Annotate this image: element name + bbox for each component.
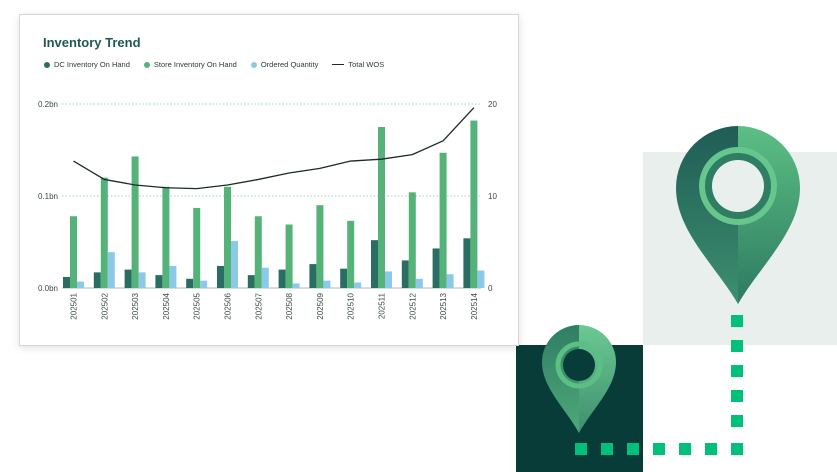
bar bbox=[354, 282, 362, 288]
legend-label: DC Inventory On Hand bbox=[54, 60, 130, 69]
route-dot bbox=[731, 365, 743, 377]
bar bbox=[415, 278, 423, 288]
bar bbox=[162, 186, 170, 288]
bar bbox=[261, 267, 269, 288]
legend-swatch bbox=[143, 61, 150, 68]
legend-item-store-inventory: Store Inventory On Hand bbox=[143, 60, 237, 69]
legend-label: Total WOS bbox=[348, 60, 385, 69]
bar bbox=[316, 205, 324, 288]
legend-item-dc-inventory: DC Inventory On Hand bbox=[44, 60, 130, 69]
route-dot bbox=[731, 415, 743, 427]
x-tick-label: 202504 bbox=[162, 292, 171, 319]
route-dot bbox=[731, 340, 743, 352]
x-tick-label: 202511 bbox=[378, 292, 387, 319]
route-dot bbox=[731, 443, 743, 455]
bar bbox=[385, 271, 392, 288]
bar bbox=[124, 269, 132, 288]
x-tick-label: 202513 bbox=[439, 292, 448, 319]
bar bbox=[247, 275, 255, 288]
x-tick-label: 202508 bbox=[285, 292, 294, 319]
bar bbox=[477, 270, 485, 288]
x-tick-label: 202510 bbox=[347, 292, 356, 319]
total-wos-line bbox=[73, 107, 475, 190]
bar bbox=[439, 152, 447, 288]
y-right-tick-label: 20 bbox=[488, 100, 497, 109]
legend-label: Store Inventory On Hand bbox=[153, 60, 237, 69]
bar bbox=[401, 260, 409, 288]
x-tick-label: 202505 bbox=[193, 292, 202, 319]
x-tick-label: 202502 bbox=[100, 292, 109, 319]
y-left-tick-label: 0.0bn bbox=[38, 284, 58, 293]
bar bbox=[408, 192, 416, 288]
chart-legend: DC Inventory On Hand Store Inventory On … bbox=[44, 60, 384, 69]
bar bbox=[446, 274, 454, 288]
x-tick-label: 202501 bbox=[70, 292, 79, 319]
chart-title: Inventory Trend bbox=[43, 35, 141, 50]
route-dot bbox=[731, 390, 743, 402]
x-tick-label: 202514 bbox=[470, 292, 479, 319]
map-pin-small-icon bbox=[542, 325, 616, 433]
legend-swatch bbox=[44, 61, 50, 68]
bar bbox=[138, 272, 146, 288]
bar bbox=[169, 265, 177, 288]
route-dot bbox=[601, 443, 613, 455]
y-left-tick-label: 0.2bn bbox=[38, 100, 58, 109]
route-dot bbox=[705, 443, 717, 455]
x-tick-label: 202509 bbox=[316, 292, 325, 319]
legend-label: Ordered Quantity bbox=[260, 60, 319, 69]
bar bbox=[217, 265, 224, 288]
legend-item-ordered-quantity: Ordered Quantity bbox=[250, 60, 319, 69]
bar bbox=[231, 241, 238, 288]
legend-item-total-wos: Total WOS bbox=[332, 60, 384, 69]
legend-swatch bbox=[250, 61, 257, 68]
bar bbox=[323, 280, 331, 288]
bar bbox=[378, 127, 385, 288]
route-dot bbox=[653, 443, 665, 455]
bar bbox=[470, 120, 478, 288]
route-dot bbox=[679, 443, 691, 455]
y-right-tick-label: 0 bbox=[488, 284, 493, 293]
bar bbox=[63, 276, 70, 288]
legend-swatch bbox=[332, 64, 345, 65]
y-left-tick-label: 0.1bn bbox=[38, 192, 58, 201]
bar bbox=[193, 207, 201, 288]
bar bbox=[347, 220, 355, 288]
bar bbox=[254, 216, 262, 288]
bar bbox=[107, 252, 115, 288]
map-pin-large-icon bbox=[676, 126, 800, 304]
bar bbox=[371, 240, 378, 288]
bar bbox=[186, 278, 194, 288]
bar bbox=[309, 264, 317, 288]
inventory-trend-card: Inventory Trend DC Inventory On Hand Sto… bbox=[19, 14, 519, 346]
bar bbox=[100, 177, 108, 288]
route-dot bbox=[627, 443, 639, 455]
bar bbox=[340, 268, 348, 288]
bar bbox=[292, 283, 300, 288]
bar bbox=[432, 248, 440, 288]
bar bbox=[77, 281, 84, 288]
bar bbox=[200, 280, 208, 288]
route-dot bbox=[731, 315, 743, 327]
bar bbox=[155, 275, 163, 288]
bar bbox=[285, 224, 293, 288]
bar bbox=[278, 269, 286, 288]
bar bbox=[463, 238, 471, 288]
x-tick-label: 202507 bbox=[254, 292, 263, 319]
bar bbox=[224, 186, 231, 288]
x-tick-label: 202503 bbox=[131, 292, 140, 319]
x-tick-label: 202512 bbox=[408, 292, 417, 319]
bar bbox=[93, 272, 101, 288]
plot-area: 0.0bn 0.1bn 0.2bn 0 10 20 202501 202502 202503 20… bbox=[38, 100, 497, 320]
bar bbox=[131, 156, 139, 288]
y-right-tick-label: 10 bbox=[488, 192, 497, 201]
route-dot bbox=[575, 443, 587, 455]
x-tick-label: 202506 bbox=[224, 292, 233, 319]
bar bbox=[70, 216, 77, 288]
